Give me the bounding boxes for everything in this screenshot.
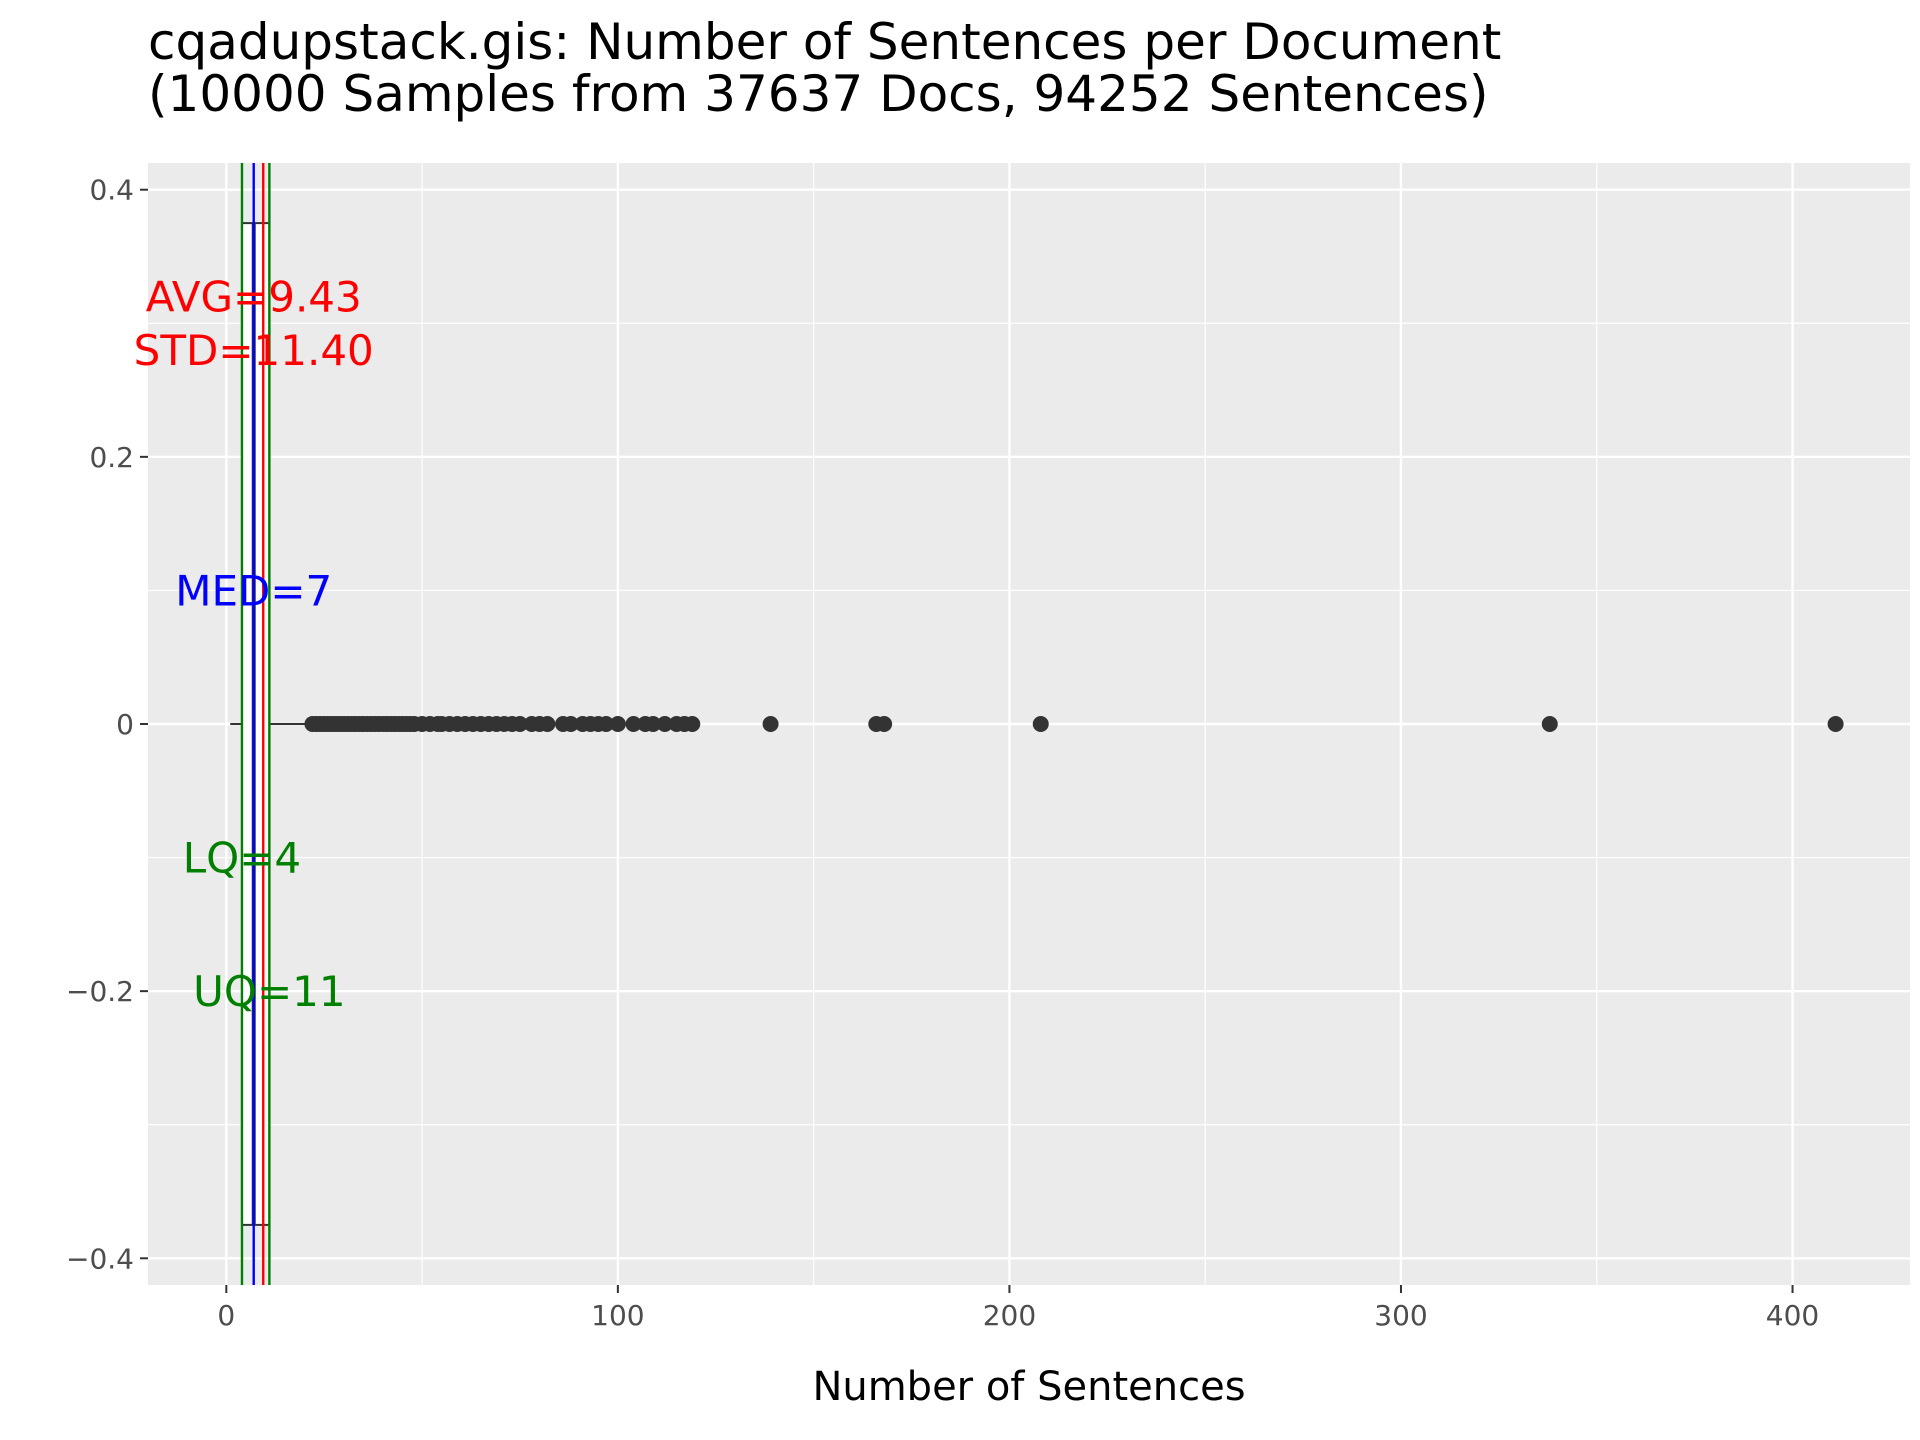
outlier-points	[304, 716, 1844, 732]
annotation-label: MED=7	[175, 566, 332, 615]
outlier-point	[562, 716, 579, 732]
y-tick-label: −0.4	[66, 1242, 134, 1275]
x-axis: 0 100 200 300 400	[217, 1285, 1819, 1332]
outlier-point	[1827, 716, 1844, 732]
annotation-label: LQ=4	[183, 834, 301, 883]
outlier-point	[511, 716, 528, 732]
annotation-label: UQ=11	[193, 967, 345, 1016]
outlier-point	[656, 716, 673, 732]
x-tick-label: 100	[591, 1299, 644, 1332]
outlier-point	[609, 716, 626, 732]
y-axis: 0.4 0.2 0 −0.2 −0.4	[66, 174, 148, 1275]
reference-lines	[240, 163, 271, 1285]
annotation-label: AVG=9.43	[146, 273, 362, 322]
outlier-point	[539, 716, 556, 732]
annotation-label: STD=11.40	[134, 326, 374, 375]
outlier-point	[684, 716, 701, 732]
outlier-point	[645, 716, 662, 732]
x-tick-label: 400	[1766, 1299, 1819, 1332]
y-tick-label: 0.4	[89, 174, 134, 207]
y-tick-label: 0	[116, 708, 134, 741]
outlier-point	[876, 716, 893, 732]
x-tick-label: 0	[217, 1299, 235, 1332]
outlier-point	[1032, 716, 1049, 732]
y-tick-label: −0.2	[66, 975, 134, 1008]
x-axis-title: Number of Sentences	[812, 1364, 1245, 1410]
outlier-point	[625, 716, 642, 732]
x-tick-label: 300	[1374, 1299, 1427, 1332]
outlier-point	[1541, 716, 1558, 732]
chart-title: cqadupstack.gis: Number of Sentences per…	[148, 13, 1501, 71]
y-tick-label: 0.2	[89, 441, 134, 474]
outlier-point	[762, 716, 779, 732]
outlier-point	[598, 716, 615, 732]
x-tick-label: 200	[983, 1299, 1036, 1332]
chart-subtitle: (10000 Samples from 37637 Docs, 94252 Se…	[148, 65, 1489, 123]
